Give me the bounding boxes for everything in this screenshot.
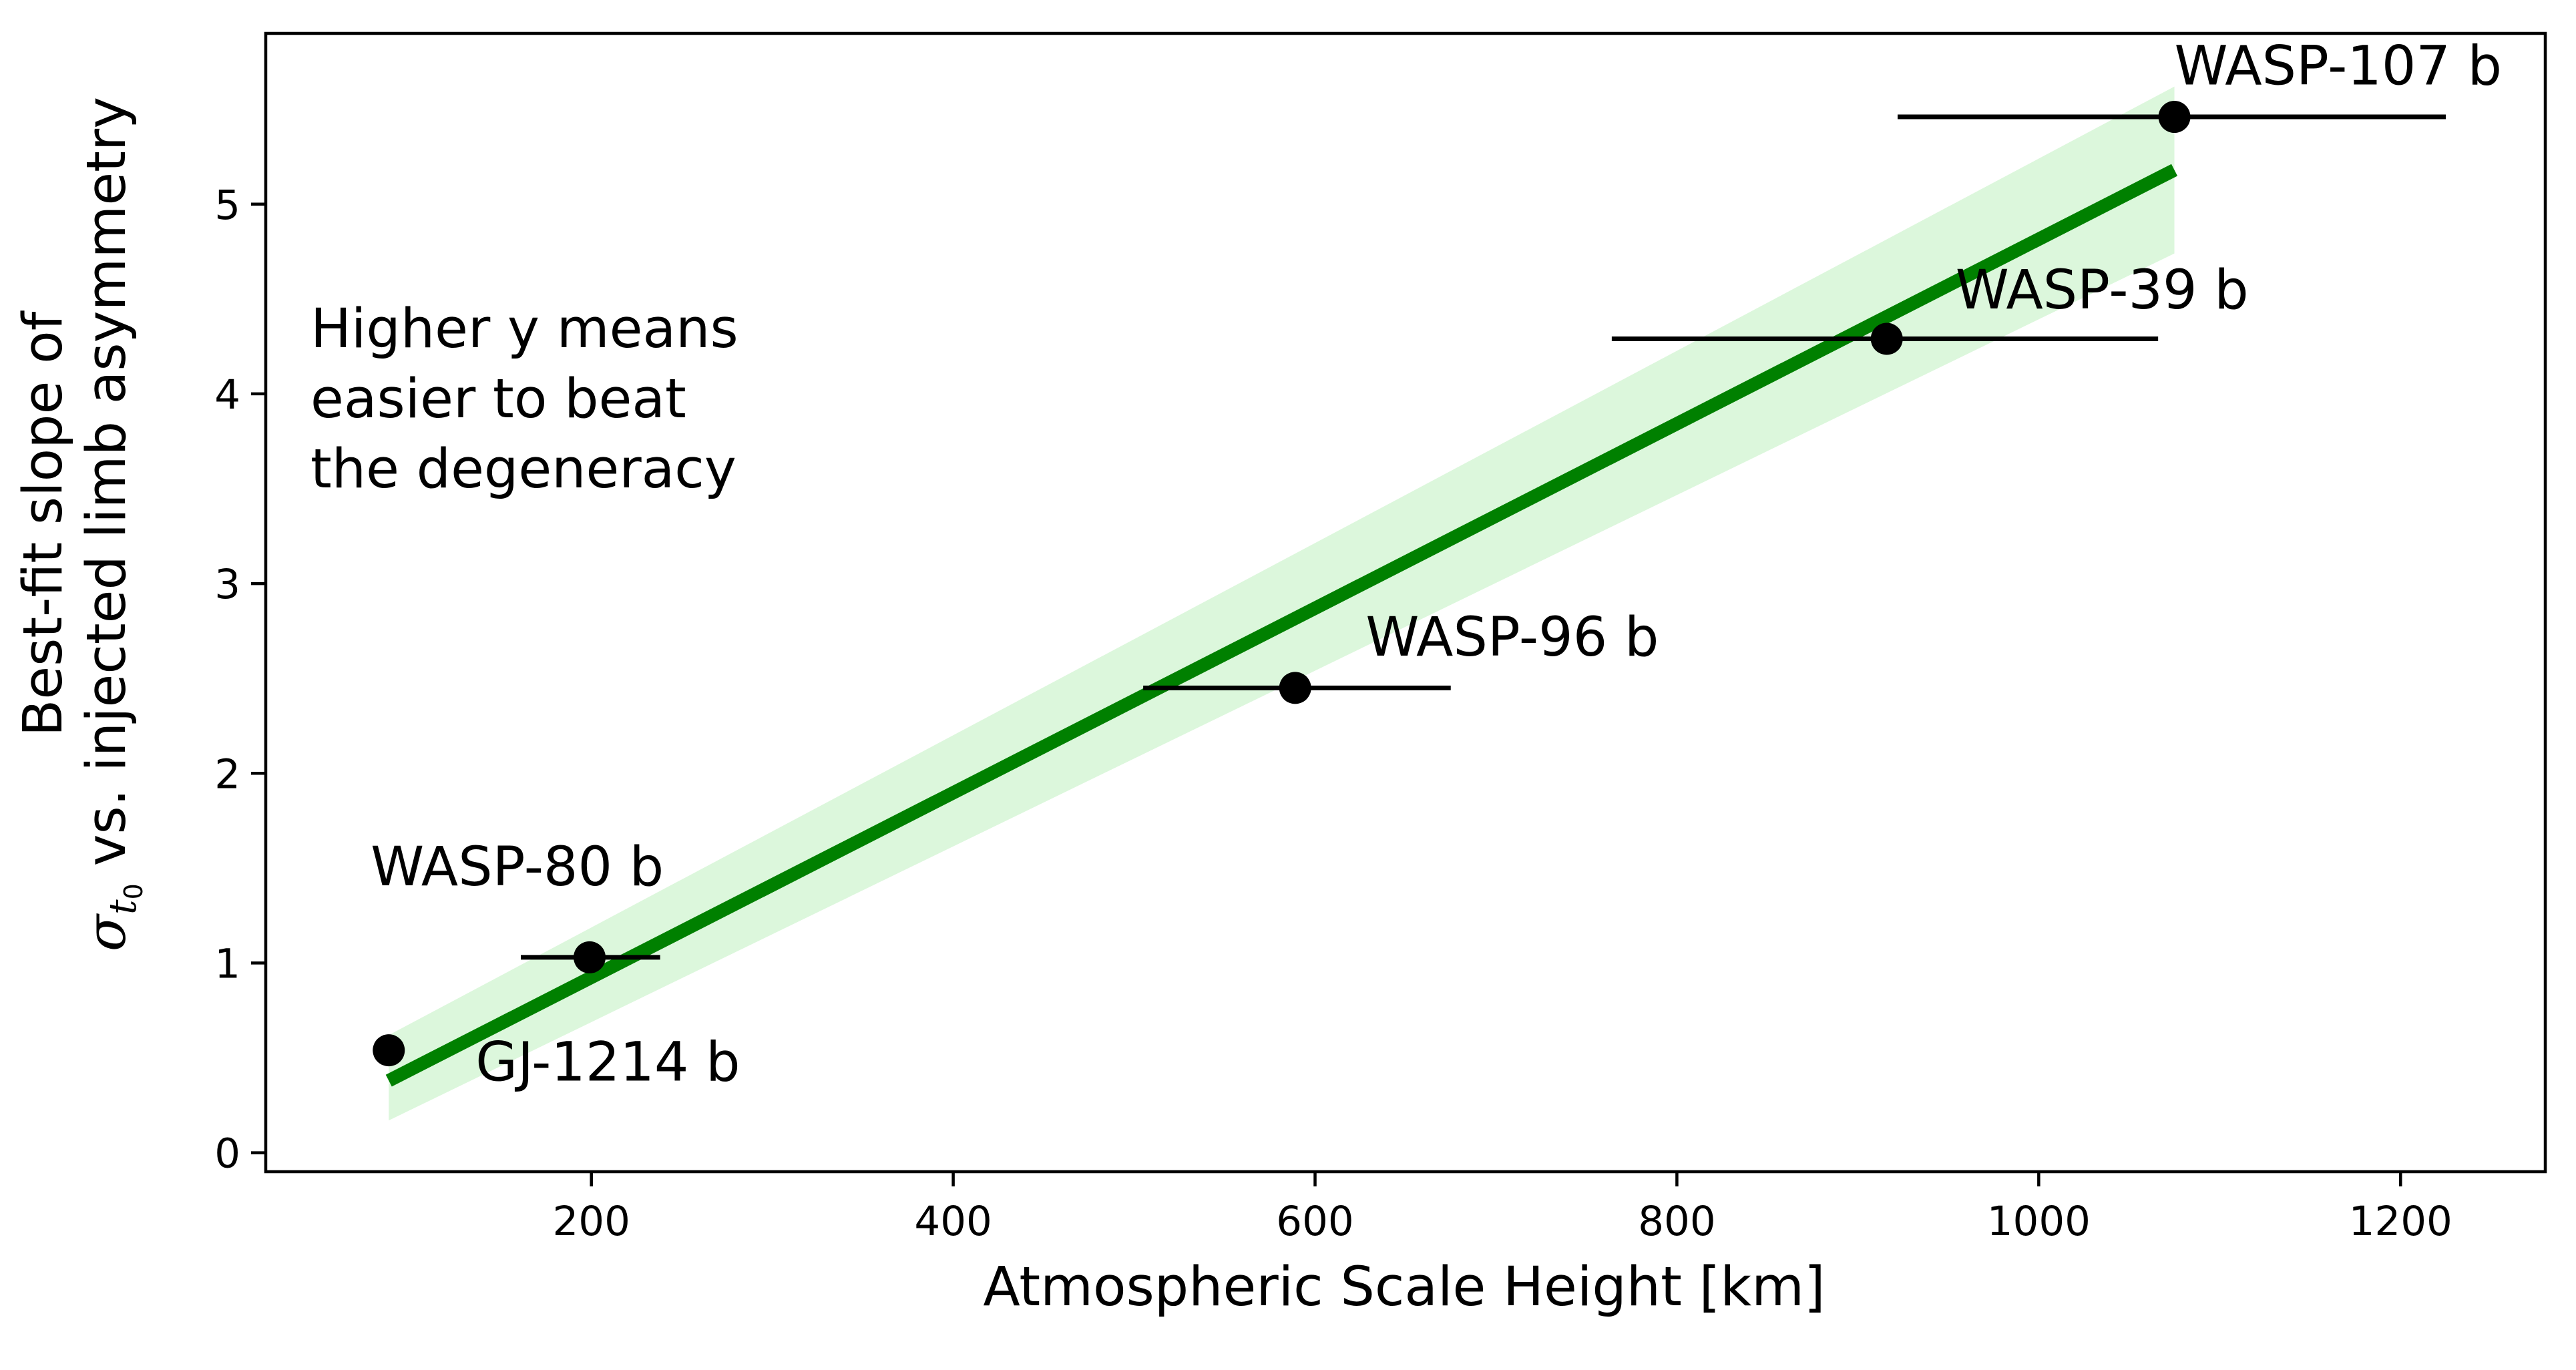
y-axis-label-line2-text: vs. injected limb asymmetry: [75, 97, 138, 883]
annotation-line-3: the degeneracy: [310, 438, 736, 501]
data-point-gj-1214-b: GJ-1214 b: [373, 1032, 740, 1094]
y-axis-label-line1: Best-fit slope of: [12, 310, 75, 736]
data-point-wasp-39-b: WASP-39 b: [1611, 259, 2249, 355]
y-tick-label: 3: [214, 561, 240, 608]
point-marker: [1870, 322, 1903, 355]
fit-line: [385, 164, 2178, 1087]
x-axis-label: Atmospheric Scale Height [km]: [983, 1256, 1825, 1319]
fit-confidence-band: [389, 86, 2175, 1121]
y-axis-ticks: 0 1 2 3 4 5: [214, 182, 266, 1178]
y-tick-label: 1: [214, 940, 240, 987]
x-tick-label: 600: [1276, 1198, 1353, 1245]
point-marker: [373, 1034, 405, 1067]
x-tick-label: 1000: [1987, 1198, 2091, 1245]
x-tick-label: 1200: [2349, 1198, 2452, 1245]
y-tick-label: 0: [214, 1130, 240, 1178]
sigma-symbol: σ: [75, 913, 138, 951]
annotation-line-1: Higher y means: [310, 298, 738, 361]
x-tick-label: 200: [552, 1198, 630, 1245]
data-point-wasp-107-b: WASP-107 b: [1897, 35, 2503, 134]
data-point-wasp-80-b: WASP-80 b: [371, 836, 664, 973]
axes-frame: [264, 31, 2547, 1174]
y-axis-label: Best-fit slope of σt0 vs. injected limb …: [12, 97, 148, 951]
x-tick-label: 800: [1638, 1198, 1715, 1245]
point-marker: [574, 941, 606, 973]
data-point-wasp-96-b: WASP-96 b: [1143, 606, 1659, 704]
plot-area: GJ-1214 b WASP-80 b WASP-96 b WASP-39 b WASP…: [371, 35, 2502, 1121]
x-axis-ticks: 200 400 600 800 1000 1200: [552, 1172, 2452, 1245]
point-label: WASP-107 b: [2175, 35, 2503, 98]
point-label: GJ-1214 b: [475, 1032, 740, 1094]
y-axis-label-line2: σt0 vs. injected limb asymmetry: [75, 97, 148, 951]
point-label: WASP-80 b: [371, 836, 664, 899]
sigma-subscript-t: t: [101, 899, 145, 915]
point-marker: [1279, 672, 1311, 704]
sigma-subscript-0: 0: [119, 883, 148, 899]
point-label: WASP-39 b: [1956, 259, 2249, 322]
point-label: WASP-96 b: [1365, 606, 1659, 669]
point-marker: [2158, 101, 2191, 134]
y-tick-label: 4: [214, 371, 240, 419]
y-tick-label: 5: [214, 182, 240, 229]
x-tick-label: 400: [914, 1198, 992, 1245]
annotation-note: Higher y means easier to beat the degene…: [310, 298, 738, 501]
y-tick-label: 2: [214, 750, 240, 798]
annotation-line-2: easier to beat: [310, 368, 686, 431]
